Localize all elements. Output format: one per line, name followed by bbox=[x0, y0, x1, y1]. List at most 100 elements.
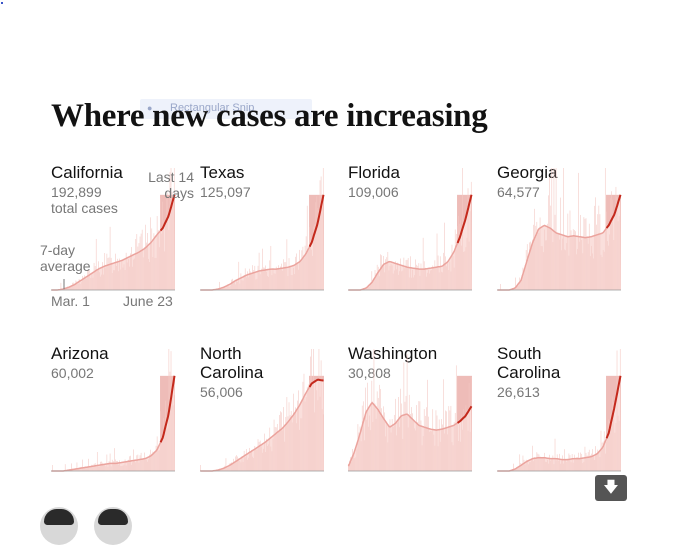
daily-case-bar bbox=[554, 438, 556, 471]
daily-case-bar bbox=[94, 266, 96, 290]
daily-case-bar bbox=[269, 260, 271, 290]
recent-average-line bbox=[308, 378, 324, 388]
daily-case-bar bbox=[529, 462, 530, 471]
daily-case-bar bbox=[532, 239, 533, 290]
daily-case-bar bbox=[252, 456, 253, 471]
download-button[interactable]: 🡇 bbox=[595, 475, 627, 501]
daily-case-bar bbox=[548, 463, 549, 471]
daily-case-bar bbox=[127, 258, 129, 290]
daily-case-bar bbox=[108, 257, 110, 290]
daily-case-bar bbox=[367, 287, 368, 290]
daily-case-bar bbox=[276, 423, 278, 471]
daily-case-bar bbox=[141, 459, 143, 471]
daily-case-bar bbox=[606, 441, 607, 471]
daily-case-bar bbox=[616, 196, 618, 290]
author-avatar[interactable] bbox=[94, 507, 132, 545]
seven-day-average-label: 7-day average bbox=[40, 242, 91, 274]
daily-case-bar bbox=[77, 283, 79, 290]
daily-case-bar bbox=[426, 276, 427, 290]
daily-case-bar bbox=[157, 230, 159, 290]
daily-case-bar bbox=[280, 266, 281, 290]
daily-case-bar bbox=[122, 267, 124, 290]
daily-case-bar bbox=[111, 459, 113, 471]
seven-day-average-line bbox=[497, 224, 608, 291]
daily-case-bar bbox=[300, 418, 302, 471]
daily-case-bar bbox=[293, 393, 294, 471]
daily-case-bar bbox=[131, 464, 132, 471]
daily-case-bar bbox=[272, 438, 274, 471]
daily-case-bar bbox=[150, 217, 151, 290]
daily-case-bar bbox=[464, 416, 466, 471]
daily-case-bar bbox=[119, 460, 120, 471]
daily-case-bar bbox=[573, 230, 575, 290]
daily-case-bar bbox=[263, 448, 264, 471]
daily-case-bar bbox=[611, 191, 612, 290]
daily-case-bar bbox=[315, 202, 317, 290]
daily-case-bar bbox=[52, 465, 53, 471]
daily-case-bar bbox=[459, 424, 460, 471]
daily-case-bar bbox=[452, 256, 454, 290]
daily-case-bar bbox=[364, 440, 365, 471]
daily-case-bar bbox=[429, 273, 430, 290]
daily-case-bar bbox=[299, 429, 300, 471]
daily-case-bar bbox=[132, 462, 133, 471]
daily-case-bar bbox=[536, 452, 538, 471]
daily-case-bar bbox=[603, 431, 605, 471]
daily-case-bar bbox=[599, 456, 601, 471]
daily-case-bar bbox=[360, 441, 362, 471]
daily-case-bar bbox=[577, 457, 578, 471]
daily-case-bar bbox=[70, 286, 71, 290]
daily-case-bar bbox=[413, 277, 414, 290]
daily-case-bar bbox=[438, 419, 440, 471]
daily-case-bar bbox=[596, 452, 597, 471]
daily-case-bar bbox=[270, 446, 272, 471]
daily-case-bar bbox=[542, 252, 544, 290]
daily-case-bar bbox=[594, 459, 595, 471]
daily-case-bar bbox=[117, 258, 118, 290]
state-name: Texas bbox=[200, 163, 245, 182]
daily-case-bar bbox=[100, 461, 101, 471]
daily-case-bar bbox=[357, 424, 359, 471]
daily-case-bar bbox=[521, 464, 523, 471]
daily-case-bar bbox=[221, 469, 222, 471]
daily-case-bar bbox=[368, 426, 369, 471]
daily-case-bar bbox=[252, 265, 253, 290]
daily-case-bar bbox=[549, 454, 550, 471]
daily-case-bar bbox=[240, 462, 242, 471]
daily-case-bar bbox=[581, 453, 583, 471]
daily-case-bar bbox=[227, 283, 229, 290]
daily-case-bar bbox=[534, 457, 535, 471]
seven-day-average-line bbox=[51, 441, 162, 472]
daily-case-bar bbox=[92, 277, 94, 290]
author-avatar[interactable] bbox=[40, 507, 78, 545]
daily-case-bar bbox=[167, 192, 169, 290]
daily-case-bar bbox=[385, 259, 386, 290]
daily-case-bar bbox=[73, 282, 75, 290]
daily-case-bar bbox=[241, 456, 243, 471]
daily-case-bar bbox=[422, 237, 424, 290]
daily-case-bar bbox=[233, 458, 234, 471]
daily-case-bar bbox=[115, 459, 116, 471]
daily-case-bar bbox=[87, 269, 88, 290]
daily-case-bar bbox=[436, 233, 438, 290]
daily-case-bar bbox=[138, 243, 140, 290]
daily-case-bar bbox=[468, 241, 470, 290]
daily-case-bar bbox=[404, 268, 406, 290]
daily-case-bar bbox=[295, 407, 296, 471]
daily-case-bar bbox=[80, 466, 82, 471]
daily-case-bar bbox=[90, 278, 92, 290]
daily-case-bar bbox=[461, 414, 462, 471]
daily-case-bar bbox=[274, 273, 276, 290]
daily-case-bar bbox=[519, 277, 521, 290]
daily-case-bar bbox=[116, 265, 117, 290]
daily-case-bar bbox=[582, 253, 584, 290]
daily-case-bar bbox=[370, 430, 372, 471]
daily-case-bar bbox=[600, 254, 602, 290]
daily-case-bar bbox=[442, 272, 443, 290]
state-chart bbox=[51, 349, 176, 472]
daily-case-bar bbox=[135, 239, 137, 290]
daily-case-bar bbox=[600, 430, 602, 471]
daily-case-bar bbox=[566, 243, 568, 290]
daily-case-bar bbox=[428, 416, 429, 471]
daily-case-bar bbox=[459, 223, 460, 290]
